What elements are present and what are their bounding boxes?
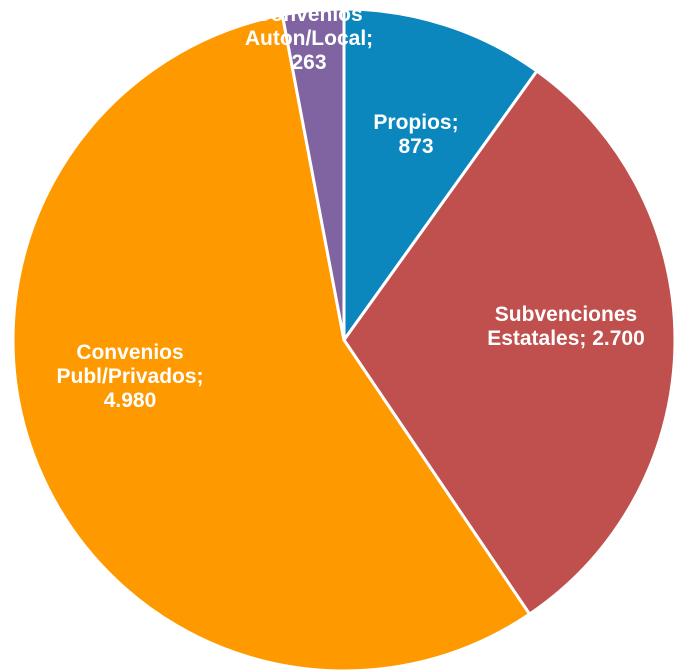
data-label-propios: Propios; 873 (373, 111, 458, 158)
data-label-subvenciones-estatales: Subvenciones Estatales; 2.700 (487, 303, 645, 350)
data-label-line: Auton/Local; (245, 27, 373, 50)
data-label-line: Convenios (76, 341, 183, 364)
data-label-line: Subvenciones (495, 303, 637, 326)
pie-slice-propios (342, 7, 539, 342)
pie-slice-convenios-publ-privados (11, 13, 532, 671)
pie-labels: Propios; 873 Subvenciones Estatales; 2.700 C… (56, 3, 644, 412)
data-label-line: Propios; (373, 111, 458, 134)
pie-slice-subvenciones-estatales (342, 69, 674, 616)
data-label-line: Publ/Privados; (56, 365, 203, 388)
pie-slice-convenios-auton-local (280, 7, 346, 342)
data-label-line: 873 (398, 135, 433, 158)
data-label-line: 263 (291, 51, 326, 74)
pie-slices (11, 7, 674, 671)
data-label-convenios-publ-privados: Convenios Publ/Privados; 4.980 (56, 341, 203, 412)
data-label-line: Convenios (255, 3, 362, 26)
data-label-line: Estatales; 2.700 (487, 327, 645, 350)
data-label-convenios-auton-local: Convenios Auton/Local; 263 (245, 3, 373, 74)
data-label-line: 4.980 (104, 389, 157, 412)
